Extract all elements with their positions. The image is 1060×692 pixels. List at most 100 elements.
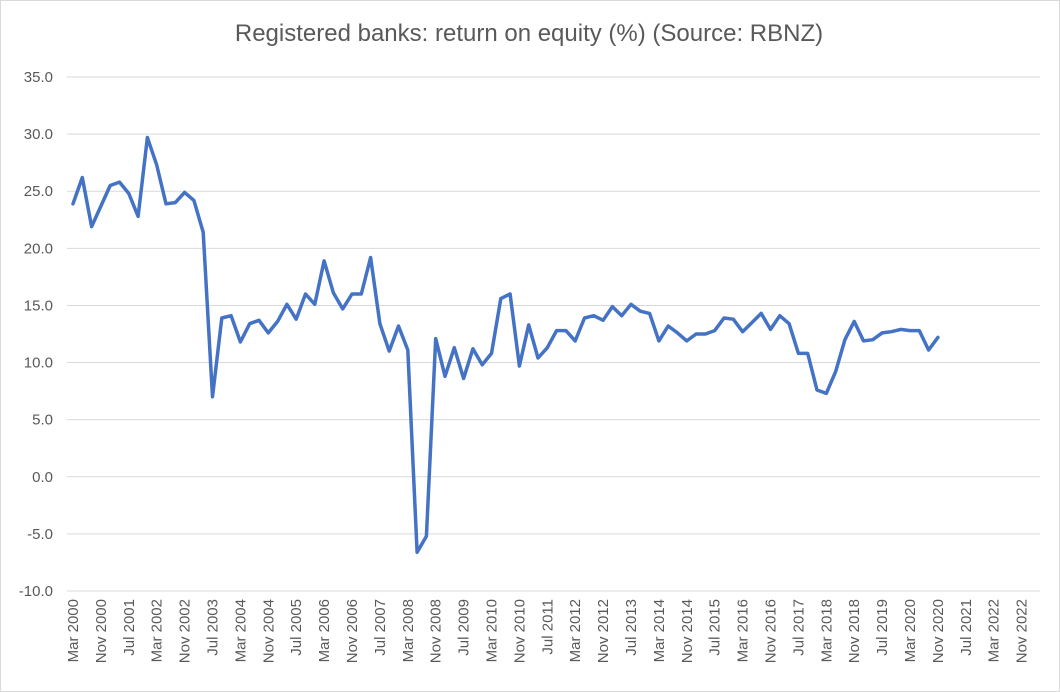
data-point bbox=[787, 322, 791, 326]
data-point bbox=[136, 214, 140, 218]
x-tick-label: Nov 2006 bbox=[344, 599, 361, 663]
data-point bbox=[452, 346, 456, 350]
data-point bbox=[285, 302, 289, 306]
x-tick-label: Jul 2021 bbox=[958, 599, 975, 656]
y-tick-label: 35.0 bbox=[24, 69, 53, 86]
data-point bbox=[257, 318, 261, 322]
data-point bbox=[713, 329, 717, 333]
y-tick-label: -10.0 bbox=[19, 583, 53, 600]
x-tick-label: Mar 2016 bbox=[735, 599, 752, 662]
data-point bbox=[583, 316, 587, 320]
data-point bbox=[573, 339, 577, 343]
data-point bbox=[359, 292, 363, 296]
data-point bbox=[173, 201, 177, 205]
y-tick-label: 0.0 bbox=[32, 469, 53, 486]
data-point bbox=[313, 302, 317, 306]
data-point bbox=[127, 192, 131, 196]
x-tick-label: Nov 2016 bbox=[763, 599, 780, 663]
data-point bbox=[666, 324, 670, 328]
x-tick-label: Jul 2003 bbox=[205, 599, 222, 656]
data-point bbox=[880, 331, 884, 335]
data-point bbox=[806, 351, 810, 355]
x-tick-label: Nov 2000 bbox=[93, 599, 110, 663]
data-point bbox=[722, 316, 726, 320]
x-tick-label: Mar 2022 bbox=[986, 599, 1003, 662]
data-point bbox=[294, 317, 298, 321]
data-point bbox=[108, 184, 112, 188]
data-point bbox=[517, 364, 521, 368]
data-point bbox=[499, 297, 503, 301]
x-tick-label: Jul 2019 bbox=[874, 599, 891, 656]
data-point bbox=[601, 318, 605, 322]
data-point bbox=[527, 323, 531, 327]
data-point bbox=[266, 331, 270, 335]
x-tick-label: Mar 2008 bbox=[400, 599, 417, 662]
y-tick-label: 10.0 bbox=[24, 355, 53, 372]
data-point bbox=[685, 339, 689, 343]
data-point bbox=[750, 321, 754, 325]
data-point bbox=[843, 338, 847, 342]
chart-title: Registered banks: return on equity (%) (… bbox=[234, 20, 824, 47]
x-tick-label: Nov 2010 bbox=[511, 599, 528, 663]
data-point bbox=[424, 534, 428, 538]
data-point bbox=[99, 204, 103, 208]
data-point bbox=[852, 319, 856, 323]
data-point bbox=[322, 259, 326, 263]
data-point bbox=[80, 176, 84, 180]
x-tick-label: Jul 2009 bbox=[456, 599, 473, 656]
data-point bbox=[118, 180, 122, 184]
data-point bbox=[871, 338, 875, 342]
data-point bbox=[694, 332, 698, 336]
data-point bbox=[508, 292, 512, 296]
data-point bbox=[731, 317, 735, 321]
data-point bbox=[462, 377, 466, 381]
data-point bbox=[778, 314, 782, 318]
data-point bbox=[555, 329, 559, 333]
x-tick-label: Mar 2012 bbox=[567, 599, 584, 662]
data-point bbox=[638, 309, 642, 313]
x-tick-label: Mar 2010 bbox=[484, 599, 501, 662]
data-point bbox=[145, 136, 149, 140]
y-tick-label: 15.0 bbox=[24, 297, 53, 314]
x-tick-label: Nov 2002 bbox=[177, 599, 194, 663]
x-tick-label: Jul 2001 bbox=[121, 599, 138, 656]
data-point bbox=[434, 337, 438, 341]
x-tick-label: Jul 2015 bbox=[707, 599, 724, 656]
data-point bbox=[378, 322, 382, 326]
data-point bbox=[192, 198, 196, 202]
x-tick-label: Nov 2008 bbox=[428, 599, 445, 663]
roe-series-line bbox=[71, 135, 940, 554]
data-point bbox=[545, 346, 549, 350]
data-point bbox=[564, 329, 568, 333]
x-tick-label: Jul 2017 bbox=[790, 599, 807, 656]
x-axis: Mar 2000 Nov 2000 Jul 2001 Mar 2002 Nov 2002… bbox=[65, 599, 1031, 663]
x-tick-label: Nov 2012 bbox=[595, 599, 612, 663]
data-point bbox=[862, 339, 866, 343]
x-tick-label: Mar 2000 bbox=[65, 599, 82, 662]
data-point bbox=[936, 335, 940, 339]
data-point bbox=[238, 340, 242, 344]
data-point bbox=[387, 349, 391, 353]
data-point bbox=[610, 305, 614, 309]
data-point bbox=[676, 331, 680, 335]
data-point bbox=[183, 190, 187, 194]
data-point bbox=[220, 316, 224, 320]
x-tick-label: Mar 2006 bbox=[316, 599, 333, 662]
data-point bbox=[304, 292, 308, 296]
data-point bbox=[759, 311, 763, 315]
y-tick-label: 30.0 bbox=[24, 126, 53, 143]
y-tick-label: 5.0 bbox=[32, 412, 53, 429]
data-point bbox=[397, 324, 401, 328]
x-tick-label: Jul 2007 bbox=[372, 599, 389, 656]
x-tick-label: Jul 2011 bbox=[539, 599, 556, 655]
data-point bbox=[648, 311, 652, 315]
data-point bbox=[369, 255, 373, 259]
data-point bbox=[899, 327, 903, 331]
data-point bbox=[490, 351, 494, 355]
data-point bbox=[824, 391, 828, 395]
data-point bbox=[341, 307, 345, 311]
data-point bbox=[229, 314, 233, 318]
x-tick-label: Nov 2004 bbox=[260, 599, 277, 663]
data-point bbox=[908, 329, 912, 333]
